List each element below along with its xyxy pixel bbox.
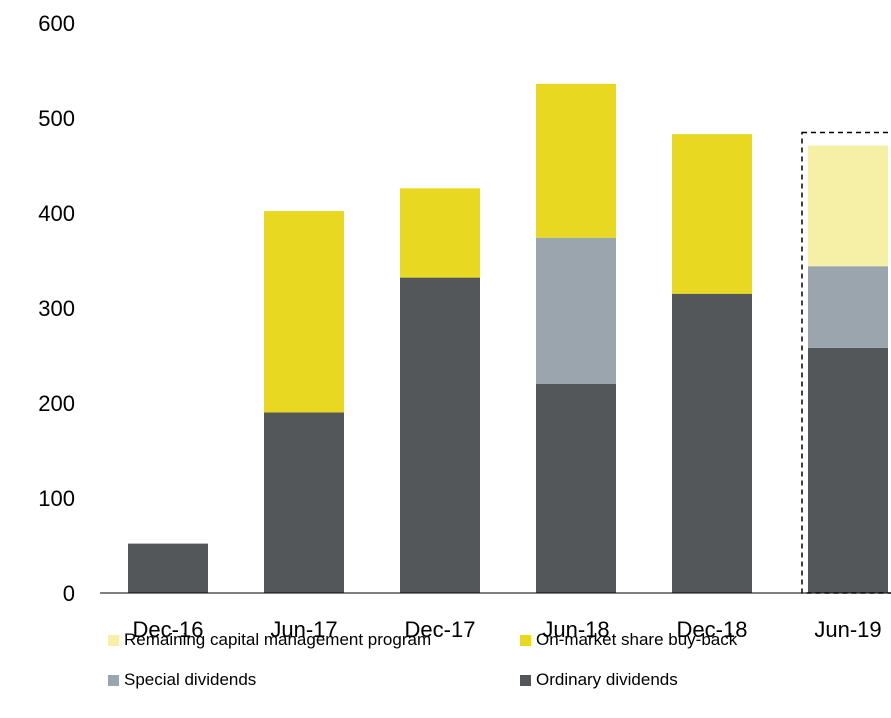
legend-swatch-buy-back [520, 634, 531, 646]
bar-segment [536, 237, 616, 384]
bars [128, 83, 888, 593]
x-tick-label: Jun-17 [270, 617, 337, 642]
bar-segment [264, 211, 344, 413]
legend-swatch-ordinary-dividends [520, 674, 531, 686]
legend-label-remaining-program: Remaining capital management program [124, 630, 432, 649]
x-tick-label: Dec-18 [677, 617, 748, 642]
x-tick-label: Dec-17 [405, 617, 476, 642]
bar-segment [672, 134, 752, 294]
y-tick-label: 0 [63, 581, 75, 606]
bar-segment [264, 412, 344, 593]
x-tick-label: Jun-19 [814, 617, 881, 642]
legend-item-buy-back: On-market share buy-back [520, 630, 737, 650]
y-tick-label: 200 [38, 391, 75, 416]
legend-item-remaining-program: Remaining capital management program [108, 630, 431, 650]
y-tick-label: 500 [38, 106, 75, 131]
x-axis-ticks: Dec-16 Jun-17 Dec-17 Jun-18 Dec-18 Jun-19 [133, 617, 882, 642]
bar-segment [536, 83, 616, 238]
legend-item-special-dividends: Special dividends [108, 670, 256, 690]
y-tick-label: 400 [38, 201, 75, 226]
legend: Remaining capital management program On-… [108, 630, 888, 718]
legend-label-ordinary-dividends: Ordinary dividends [536, 670, 678, 689]
y-tick-label: 300 [38, 296, 75, 321]
y-tick-label: 600 [38, 11, 75, 36]
legend-item-ordinary-dividends: Ordinary dividends [520, 670, 678, 690]
bar-segment [128, 543, 208, 593]
x-tick-label: Jun-18 [542, 617, 609, 642]
highlight-box [801, 131, 891, 594]
bar-segment [808, 145, 888, 267]
legend-label-buy-back: On-market share buy-back [536, 630, 738, 649]
bar-segment [672, 293, 752, 593]
bar-segment [808, 266, 888, 348]
bar-segment [808, 347, 888, 593]
bar-segment [536, 384, 616, 593]
bar-segment [400, 188, 480, 278]
x-tick-label: Dec-16 [133, 617, 204, 642]
bar-segment [400, 277, 480, 593]
y-axis-ticks: 0 100 200 300 400 500 600 [38, 11, 75, 606]
legend-swatch-remaining-program [108, 634, 119, 646]
legend-swatch-special-dividends [108, 674, 119, 686]
y-tick-label: 100 [38, 486, 75, 511]
legend-label-special-dividends: Special dividends [124, 670, 257, 689]
